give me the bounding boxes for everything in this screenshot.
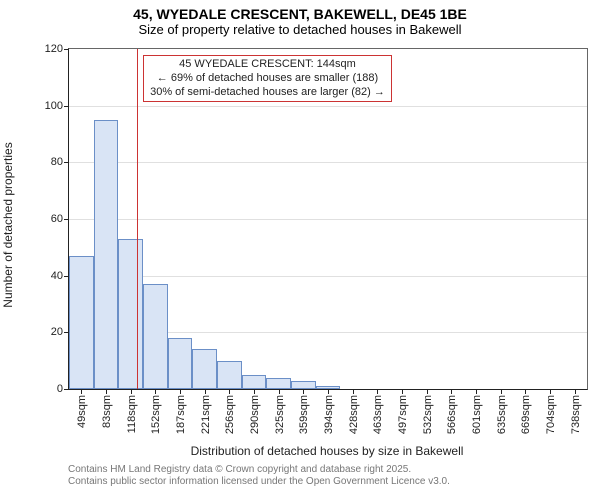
xtick-label: 325sqm bbox=[272, 395, 286, 434]
annotation-line2: ← 69% of detached houses are smaller (18… bbox=[150, 72, 385, 86]
xtick-label: 290sqm bbox=[247, 395, 261, 434]
annotation-line3: 30% of semi-detached houses are larger (… bbox=[150, 86, 385, 100]
attribution-line2: Contains public sector information licen… bbox=[68, 476, 450, 488]
ytick-label: 40 bbox=[51, 270, 69, 282]
xtick-label: 428sqm bbox=[346, 395, 360, 434]
xtick-label: 49sqm bbox=[74, 395, 88, 428]
x-axis-label: Distribution of detached houses by size … bbox=[68, 444, 586, 458]
xtick-label: 635sqm bbox=[494, 395, 508, 434]
chart-title: 45, WYEDALE CRESCENT, BAKEWELL, DE45 1BE bbox=[0, 0, 600, 22]
xtick-label: 256sqm bbox=[222, 395, 236, 434]
reference-line bbox=[137, 49, 138, 389]
xtick-label: 704sqm bbox=[543, 395, 557, 434]
ytick-label: 80 bbox=[51, 156, 69, 168]
histogram-bar bbox=[266, 378, 291, 389]
histogram-bar bbox=[192, 349, 217, 389]
attribution: Contains HM Land Registry data © Crown c… bbox=[68, 464, 450, 488]
xtick-label: 83sqm bbox=[99, 395, 113, 428]
histogram-bar bbox=[168, 338, 193, 389]
histogram-bar bbox=[94, 120, 119, 389]
xtick-label: 566sqm bbox=[444, 395, 458, 434]
annotation-box: 45 WYEDALE CRESCENT: 144sqm← 69% of deta… bbox=[143, 55, 392, 102]
attribution-line1: Contains HM Land Registry data © Crown c… bbox=[68, 464, 450, 476]
ytick-label: 60 bbox=[51, 213, 69, 225]
xtick-label: 359sqm bbox=[296, 395, 310, 434]
xtick-label: 738sqm bbox=[568, 395, 582, 434]
plot-area: 02040608010012049sqm83sqm118sqm152sqm187… bbox=[68, 48, 588, 390]
annotation-line1: 45 WYEDALE CRESCENT: 144sqm bbox=[150, 58, 385, 72]
xtick-label: 463sqm bbox=[370, 395, 384, 434]
ytick-label: 100 bbox=[45, 100, 69, 112]
xtick-label: 601sqm bbox=[469, 395, 483, 434]
histogram-bar bbox=[242, 375, 267, 389]
ytick-label: 20 bbox=[51, 326, 69, 338]
ytick-label: 0 bbox=[57, 383, 69, 395]
xtick-label: 394sqm bbox=[321, 395, 335, 434]
ytick-label: 120 bbox=[45, 43, 69, 55]
histogram-bar bbox=[291, 381, 316, 390]
xtick-label: 532sqm bbox=[420, 395, 434, 434]
chart-subtitle: Size of property relative to detached ho… bbox=[0, 22, 600, 37]
histogram-bar bbox=[143, 284, 168, 389]
xtick-label: 187sqm bbox=[173, 395, 187, 434]
xtick-label: 669sqm bbox=[518, 395, 532, 434]
xtick-label: 497sqm bbox=[395, 395, 409, 434]
histogram-bar bbox=[217, 361, 242, 389]
histogram-bar bbox=[118, 239, 143, 389]
xtick-label: 221sqm bbox=[198, 395, 212, 434]
histogram-bar bbox=[69, 256, 94, 389]
xtick-label: 152sqm bbox=[148, 395, 162, 434]
y-axis-label: Number of detached properties bbox=[1, 142, 15, 307]
xtick-label: 118sqm bbox=[124, 395, 138, 433]
